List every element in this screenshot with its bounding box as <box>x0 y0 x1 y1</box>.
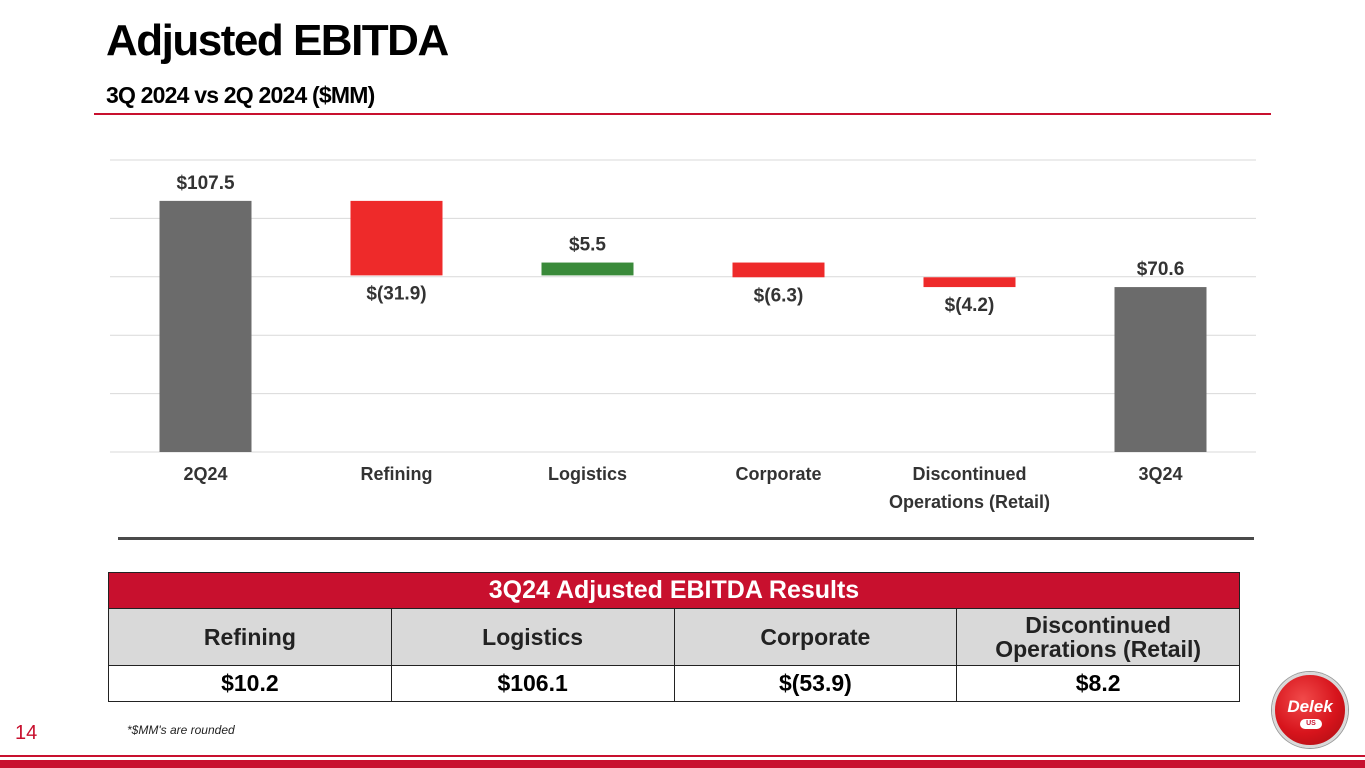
data-label: $(4.2) <box>945 295 995 316</box>
page-subtitle: 3Q 2024 vs 2Q 2024 ($MM) <box>106 82 375 108</box>
data-label: $70.6 <box>1137 259 1185 280</box>
delek-logo: Delek US <box>1272 672 1348 748</box>
page-number: 14 <box>15 722 38 744</box>
data-label: $107.5 <box>176 173 235 194</box>
title-underline <box>94 113 1271 115</box>
data-label: $(31.9) <box>366 283 426 304</box>
footer-rule-thick <box>0 760 1365 768</box>
category-label: Discontinued <box>912 464 1026 484</box>
page-title: Adjusted EBITDA <box>106 16 449 65</box>
results-value-cell: $10.2 <box>108 665 392 702</box>
waterfall-bar <box>350 200 443 276</box>
category-label: Logistics <box>548 464 627 484</box>
category-label: Operations (Retail) <box>889 492 1050 512</box>
results-values-row: $10.2 $106.1 $(53.9) $8.2 <box>108 665 1240 702</box>
results-header-row: Refining Logistics Corporate Discontinued Op… <box>108 608 1240 666</box>
results-table: 3Q24 Adjusted EBITDA Results Refining Log… <box>108 572 1240 702</box>
waterfall-bar <box>1114 287 1207 452</box>
results-value-cell: $8.2 <box>956 665 1240 702</box>
results-value-cell: $(53.9) <box>673 665 958 702</box>
waterfall-bar <box>923 277 1016 288</box>
category-label: Refining <box>361 464 433 484</box>
results-header-cell: Refining <box>108 608 392 666</box>
results-table-title: 3Q24 Adjusted EBITDA Results <box>108 572 1240 609</box>
results-header-cell: Discontinued Operations (Retail) <box>956 608 1240 666</box>
category-label: 3Q24 <box>1138 464 1182 484</box>
footnote: *$MM's are rounded <box>127 723 235 737</box>
data-label: $5.5 <box>569 235 606 256</box>
category-label: Corporate <box>735 464 821 484</box>
results-value-cell: $106.1 <box>390 665 675 702</box>
waterfall-chart: $107.5 2Q24 $(31.9) Refining $5.5 Logistics $(… <box>110 159 1256 512</box>
chart-divider <box>118 537 1254 540</box>
waterfall-bar <box>541 262 634 276</box>
category-label: 2Q24 <box>183 464 227 484</box>
footer-rule-thin <box>0 755 1365 757</box>
results-header-cell: Corporate <box>673 608 958 666</box>
waterfall-bar <box>732 262 825 278</box>
logo-wordmark: Delek <box>1287 697 1333 716</box>
data-label: $(6.3) <box>754 285 804 306</box>
results-header-cell: Logistics <box>390 608 675 666</box>
logo-badge: US <box>1300 719 1322 729</box>
waterfall-bar <box>159 200 252 452</box>
